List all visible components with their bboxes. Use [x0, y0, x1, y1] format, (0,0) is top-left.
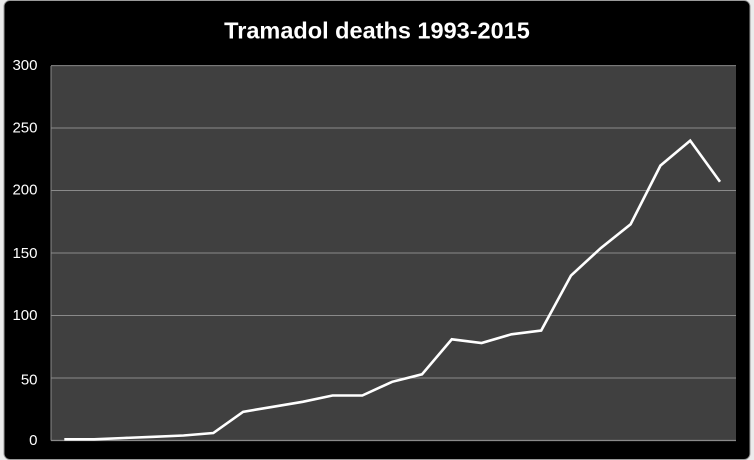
svg-text:200: 200	[12, 182, 37, 199]
svg-text:0: 0	[29, 432, 37, 449]
svg-text:300: 300	[12, 57, 37, 74]
svg-text:100: 100	[12, 307, 37, 324]
svg-text:50: 50	[21, 372, 38, 389]
svg-text:150: 150	[12, 245, 37, 262]
svg-text:Tramadol deaths 1993-2015: Tramadol deaths 1993-2015	[224, 17, 530, 43]
svg-text:250: 250	[12, 120, 37, 137]
